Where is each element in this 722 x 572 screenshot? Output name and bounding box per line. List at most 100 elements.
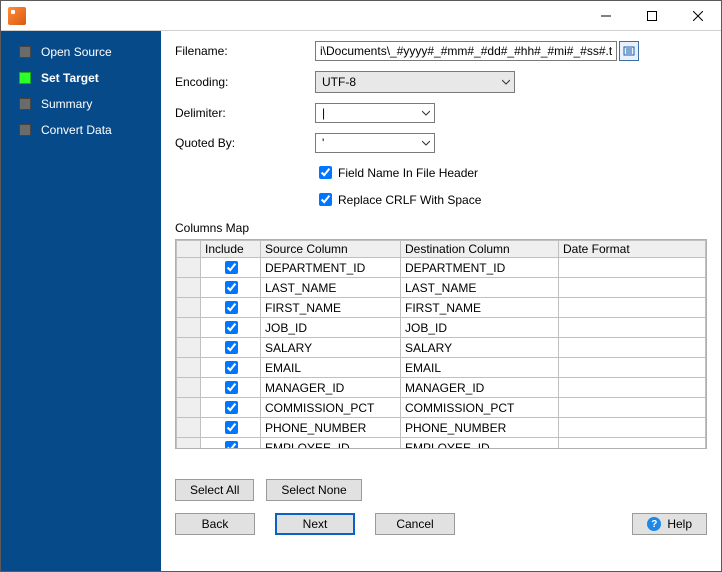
sidebar-item-open-source[interactable]: Open Source xyxy=(1,39,161,65)
source-cell[interactable]: JOB_ID xyxy=(261,318,401,338)
quoted-combo[interactable]: ' xyxy=(315,133,435,153)
source-cell[interactable]: DEPARTMENT_ID xyxy=(261,258,401,278)
row-handle[interactable] xyxy=(177,438,201,450)
fmt-cell[interactable] xyxy=(559,258,706,278)
step-box-icon xyxy=(19,124,31,136)
browse-button[interactable] xyxy=(619,41,639,61)
table-row[interactable]: EMAILEMAIL xyxy=(177,358,706,378)
encoding-value: UTF-8 xyxy=(322,75,356,89)
include-checkbox[interactable] xyxy=(225,441,238,449)
dest-cell[interactable]: MANAGER_ID xyxy=(401,378,559,398)
source-cell[interactable]: LAST_NAME xyxy=(261,278,401,298)
sidebar-item-set-target[interactable]: Set Target xyxy=(1,65,161,91)
row-handle[interactable] xyxy=(177,258,201,278)
row-handle[interactable] xyxy=(177,298,201,318)
col-dest-header[interactable]: Destination Column xyxy=(401,241,559,258)
table-row[interactable]: DEPARTMENT_IDDEPARTMENT_ID xyxy=(177,258,706,278)
table-row[interactable]: LAST_NAMELAST_NAME xyxy=(177,278,706,298)
folder-icon xyxy=(623,45,635,57)
row-handle[interactable] xyxy=(177,278,201,298)
dest-cell[interactable]: EMPLOYEE_ID xyxy=(401,438,559,450)
delimiter-combo[interactable]: | xyxy=(315,103,435,123)
include-checkbox[interactable] xyxy=(225,361,238,374)
include-checkbox[interactable] xyxy=(225,341,238,354)
include-checkbox[interactable] xyxy=(225,281,238,294)
fmt-cell[interactable] xyxy=(559,338,706,358)
table-row[interactable]: JOB_IDJOB_ID xyxy=(177,318,706,338)
dest-cell[interactable]: PHONE_NUMBER xyxy=(401,418,559,438)
fmt-cell[interactable] xyxy=(559,438,706,450)
maximize-button[interactable] xyxy=(629,1,675,31)
row-handle[interactable] xyxy=(177,418,201,438)
include-checkbox[interactable] xyxy=(225,421,238,434)
table-row[interactable]: PHONE_NUMBERPHONE_NUMBER xyxy=(177,418,706,438)
fmt-cell[interactable] xyxy=(559,278,706,298)
source-cell[interactable]: SALARY xyxy=(261,338,401,358)
table-row[interactable]: EMPLOYEE_IDEMPLOYEE_ID xyxy=(177,438,706,450)
fmt-cell[interactable] xyxy=(559,318,706,338)
source-cell[interactable]: MANAGER_ID xyxy=(261,378,401,398)
dest-cell[interactable]: DEPARTMENT_ID xyxy=(401,258,559,278)
step-box-icon xyxy=(19,72,31,84)
source-cell[interactable]: COMMISSION_PCT xyxy=(261,398,401,418)
fmt-cell[interactable] xyxy=(559,418,706,438)
dest-cell[interactable]: FIRST_NAME xyxy=(401,298,559,318)
step-box-icon xyxy=(19,98,31,110)
quoted-label: Quoted By: xyxy=(175,136,315,150)
close-button[interactable] xyxy=(675,1,721,31)
sidebar-item-label: Convert Data xyxy=(41,123,112,137)
col-include-header[interactable]: Include xyxy=(201,241,261,258)
row-handle[interactable] xyxy=(177,358,201,378)
minimize-button[interactable] xyxy=(583,1,629,31)
col-fmt-header[interactable]: Date Format xyxy=(559,241,706,258)
source-cell[interactable]: FIRST_NAME xyxy=(261,298,401,318)
fmt-cell[interactable] xyxy=(559,298,706,318)
maximize-icon xyxy=(647,11,657,21)
include-checkbox[interactable] xyxy=(225,381,238,394)
replace-crlf-label: Replace CRLF With Space xyxy=(338,193,481,207)
field-header-checkbox[interactable] xyxy=(319,166,332,179)
sidebar-item-convert-data[interactable]: Convert Data xyxy=(1,117,161,143)
source-cell[interactable]: EMPLOYEE_ID xyxy=(261,438,401,450)
select-none-button[interactable]: Select None xyxy=(266,479,361,501)
fmt-cell[interactable] xyxy=(559,358,706,378)
chevron-down-icon xyxy=(422,136,430,150)
sidebar-item-label: Open Source xyxy=(41,45,112,59)
table-row[interactable]: COMMISSION_PCTCOMMISSION_PCT xyxy=(177,398,706,418)
dest-cell[interactable]: LAST_NAME xyxy=(401,278,559,298)
delimiter-label: Delimiter: xyxy=(175,106,315,120)
next-button[interactable]: Next xyxy=(275,513,355,535)
encoding-combo[interactable]: UTF-8 xyxy=(315,71,515,93)
col-source-header[interactable]: Source Column xyxy=(261,241,401,258)
row-handle[interactable] xyxy=(177,318,201,338)
table-row[interactable]: MANAGER_IDMANAGER_ID xyxy=(177,378,706,398)
include-checkbox[interactable] xyxy=(225,321,238,334)
filename-input[interactable] xyxy=(315,41,617,61)
source-cell[interactable]: PHONE_NUMBER xyxy=(261,418,401,438)
dest-cell[interactable]: JOB_ID xyxy=(401,318,559,338)
table-row[interactable]: SALARYSALARY xyxy=(177,338,706,358)
sidebar-item-summary[interactable]: Summary xyxy=(1,91,161,117)
replace-crlf-checkbox[interactable] xyxy=(319,193,332,206)
include-checkbox[interactable] xyxy=(225,401,238,414)
include-checkbox[interactable] xyxy=(225,301,238,314)
dest-cell[interactable]: COMMISSION_PCT xyxy=(401,398,559,418)
main-panel: Filename: Encoding: UTF-8 Delimiter: | xyxy=(161,31,721,571)
source-cell[interactable]: EMAIL xyxy=(261,358,401,378)
select-all-button[interactable]: Select All xyxy=(175,479,254,501)
columns-map-table: Include Source Column Destination Column… xyxy=(175,239,707,449)
cancel-button[interactable]: Cancel xyxy=(375,513,455,535)
fmt-cell[interactable] xyxy=(559,398,706,418)
chevron-down-icon xyxy=(502,75,510,89)
table-row[interactable]: FIRST_NAMEFIRST_NAME xyxy=(177,298,706,318)
include-checkbox[interactable] xyxy=(225,261,238,274)
fmt-cell[interactable] xyxy=(559,378,706,398)
back-button[interactable]: Back xyxy=(175,513,255,535)
dest-cell[interactable]: SALARY xyxy=(401,338,559,358)
encoding-label: Encoding: xyxy=(175,75,315,89)
dest-cell[interactable]: EMAIL xyxy=(401,358,559,378)
help-button[interactable]: ? Help xyxy=(632,513,707,535)
row-handle[interactable] xyxy=(177,338,201,358)
row-handle[interactable] xyxy=(177,398,201,418)
row-handle[interactable] xyxy=(177,378,201,398)
